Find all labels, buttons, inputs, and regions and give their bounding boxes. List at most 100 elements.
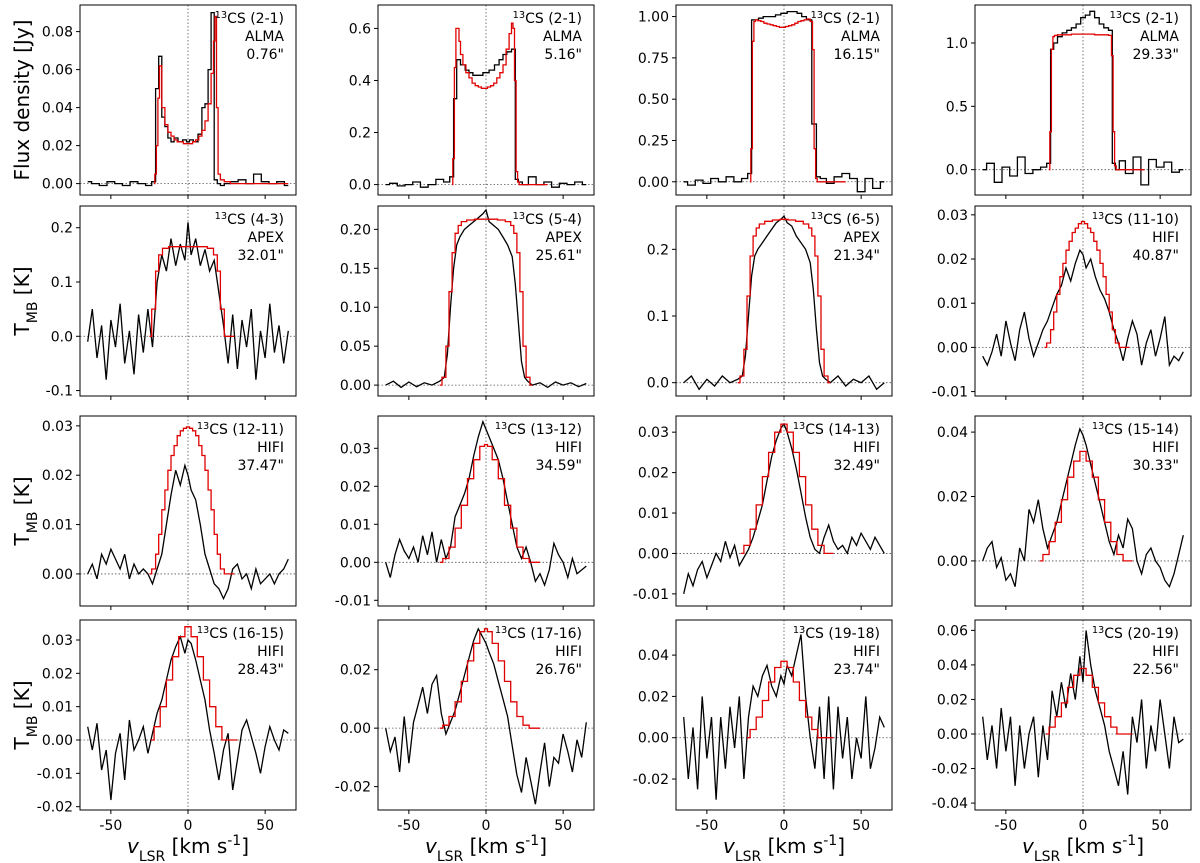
model-spectrum bbox=[439, 218, 533, 386]
beam-offset-label: 5.16" bbox=[544, 47, 582, 63]
y-tick-label: 0.06 bbox=[937, 623, 968, 639]
x-tick-label: -50 bbox=[994, 818, 1017, 834]
model-spectrum bbox=[149, 426, 235, 575]
transition-label: 13CS (19-18) bbox=[793, 625, 880, 643]
observed-spectrum bbox=[683, 10, 885, 193]
y-tick-label: 0.0 bbox=[349, 178, 371, 194]
telescope-label: ALMA bbox=[1140, 29, 1179, 45]
telescope-label: HIFI bbox=[257, 440, 284, 456]
y-tick-label: 0.25 bbox=[638, 133, 669, 149]
observed-spectrum bbox=[87, 462, 289, 601]
observed-spectrum bbox=[87, 634, 289, 801]
y-tick-label: 0.02 bbox=[638, 689, 669, 705]
y-tick-label: 0.03 bbox=[638, 425, 669, 441]
transition-label: 13CS (2-1) bbox=[513, 10, 582, 28]
y-tick-label: 0.02 bbox=[340, 479, 371, 495]
x-tick-label: -50 bbox=[695, 818, 718, 834]
telescope-label: HIFI bbox=[1152, 644, 1179, 660]
spectrum-panel-16: -0.04 -0.02 0.00 0.02 0.04 0.06 -50 0 50 13CS (20… bbox=[932, 619, 1192, 863]
x-tick-label: 50 bbox=[256, 818, 274, 834]
spectrum-panel-6: 0.00 0.05 0.10 0.15 0.20 13CS (5-4)APEX 25.61" bbox=[340, 205, 595, 400]
model-spectrum bbox=[151, 626, 238, 741]
telescope-label: ALMA bbox=[543, 29, 582, 45]
y-tick-label: 1.00 bbox=[638, 10, 669, 26]
y-tick-label: 0.10 bbox=[340, 300, 371, 316]
y-tick-label: 0.02 bbox=[937, 490, 968, 506]
y-tick-label: 0.75 bbox=[638, 51, 669, 67]
y-tick-label: 0.03 bbox=[42, 419, 73, 435]
x-tick-label: 50 bbox=[554, 818, 572, 834]
y-tick-label: 0.03 bbox=[937, 208, 968, 224]
telescope-label: HIFI bbox=[853, 440, 880, 456]
y-tick-label: 0.0 bbox=[51, 329, 73, 345]
beam-offset-label: 30.33" bbox=[1132, 458, 1179, 474]
y-tick-label: 0.20 bbox=[340, 222, 371, 238]
observed-spectrum bbox=[87, 11, 289, 187]
y-tick-label: 0.1 bbox=[51, 275, 73, 291]
telescope-label: HIFI bbox=[555, 440, 582, 456]
beam-offset-label: 16.15" bbox=[833, 47, 880, 63]
spectrum-panel-14: -0.02 0.00 0.02 -50 0 50 13CS (17-16)HIFI 26.76… bbox=[335, 619, 595, 863]
spectrum-panel-7: 0.0 0.1 0.2 13CS (6-5)APEX 21.34" bbox=[647, 205, 893, 400]
y-tick-label: 0.00 bbox=[638, 731, 669, 747]
y-tick-label: 0.00 bbox=[937, 554, 968, 570]
y-tick-label: 0.02 bbox=[937, 692, 968, 708]
beam-offset-label: 32.01" bbox=[237, 248, 284, 264]
observed-spectrum bbox=[683, 214, 885, 391]
model-spectrum bbox=[439, 443, 540, 563]
y-tick-label: 0.00 bbox=[638, 546, 669, 562]
x-axis-label: vLSR [km s-1] bbox=[425, 833, 547, 863]
y-tick-label: 0.2 bbox=[349, 126, 371, 142]
y-tick-label: 0.05 bbox=[340, 339, 371, 355]
y-tick-label: 0.06 bbox=[42, 63, 73, 79]
y-tick-label: 0.04 bbox=[638, 648, 669, 664]
transition-label: 13CS (6-5) bbox=[811, 211, 880, 229]
y-tick-label: 0.01 bbox=[937, 296, 968, 312]
y-axis-label-row-1: Flux density [Jy] bbox=[10, 20, 34, 181]
y-tick-label: -0.02 bbox=[37, 800, 73, 816]
y-tick-label: 0.02 bbox=[42, 468, 73, 484]
y-tick-label: -0.01 bbox=[335, 593, 371, 609]
beam-offset-label: 29.33" bbox=[1132, 47, 1179, 63]
y-tick-label: 0.5 bbox=[946, 99, 968, 115]
beam-offset-label: 21.34" bbox=[833, 248, 880, 264]
y-tick-label: 0.6 bbox=[349, 21, 371, 37]
beam-offset-label: 26.76" bbox=[535, 662, 582, 678]
spectrum-panel-5: -0.1 0.0 0.1 0.2 13CS (4-3)APEX 32.01" bbox=[46, 205, 297, 400]
telescope-label: ALMA bbox=[245, 29, 284, 45]
observed-spectrum bbox=[385, 627, 587, 805]
spectrum-panel-13: -0.02 -0.01 0.00 0.01 0.02 0.03 -50 0 50 13CS (16… bbox=[37, 619, 297, 863]
y-tick-label: 0.00 bbox=[340, 721, 371, 737]
transition-label: 13CS (16-15) bbox=[197, 625, 284, 643]
transition-label: 13CS (12-11) bbox=[197, 421, 284, 439]
transition-label: 13CS (20-19) bbox=[1092, 625, 1179, 643]
beam-offset-label: 40.87" bbox=[1132, 248, 1179, 264]
y-tick-label: 0.03 bbox=[42, 633, 73, 649]
x-axis-label: vLSR [km s-1] bbox=[127, 833, 249, 863]
telescope-label: ALMA bbox=[841, 29, 880, 45]
telescope-label: HIFI bbox=[853, 644, 880, 660]
y-tick-label: -0.01 bbox=[932, 385, 968, 401]
x-tick-label: 0 bbox=[482, 818, 491, 834]
x-tick-label: -50 bbox=[397, 818, 420, 834]
model-spectrum bbox=[747, 660, 834, 739]
y-tick-label: 0.02 bbox=[937, 252, 968, 268]
telescope-label: HIFI bbox=[1152, 440, 1179, 456]
spectrum-panel-10: -0.01 0.00 0.01 0.02 0.03 13CS (13-12)HIFI 34.… bbox=[335, 415, 595, 610]
transition-label: 13CS (15-14) bbox=[1092, 421, 1179, 439]
y-tick-label: -0.02 bbox=[932, 762, 968, 778]
beam-offset-label: 0.76" bbox=[246, 47, 284, 63]
y-tick-label: -0.02 bbox=[633, 772, 669, 788]
y-tick-label: 0.4 bbox=[349, 73, 371, 89]
y-axis-label-row-2: TMB [K] bbox=[10, 267, 41, 337]
y-tick-label: 0.02 bbox=[638, 466, 669, 482]
beam-offset-label: 37.47" bbox=[237, 458, 284, 474]
telescope-label: APEX bbox=[248, 230, 285, 246]
spectrum-panel-8: -0.01 0.00 0.01 0.02 0.03 13CS (11-10)HIFI 40.… bbox=[932, 205, 1192, 401]
beam-offset-label: 25.61" bbox=[535, 248, 582, 264]
x-tick-label: 0 bbox=[184, 818, 193, 834]
y-tick-label: 0.15 bbox=[340, 261, 371, 277]
y-tick-label: 0.00 bbox=[42, 567, 73, 583]
y-tick-label: 0.04 bbox=[937, 658, 968, 674]
